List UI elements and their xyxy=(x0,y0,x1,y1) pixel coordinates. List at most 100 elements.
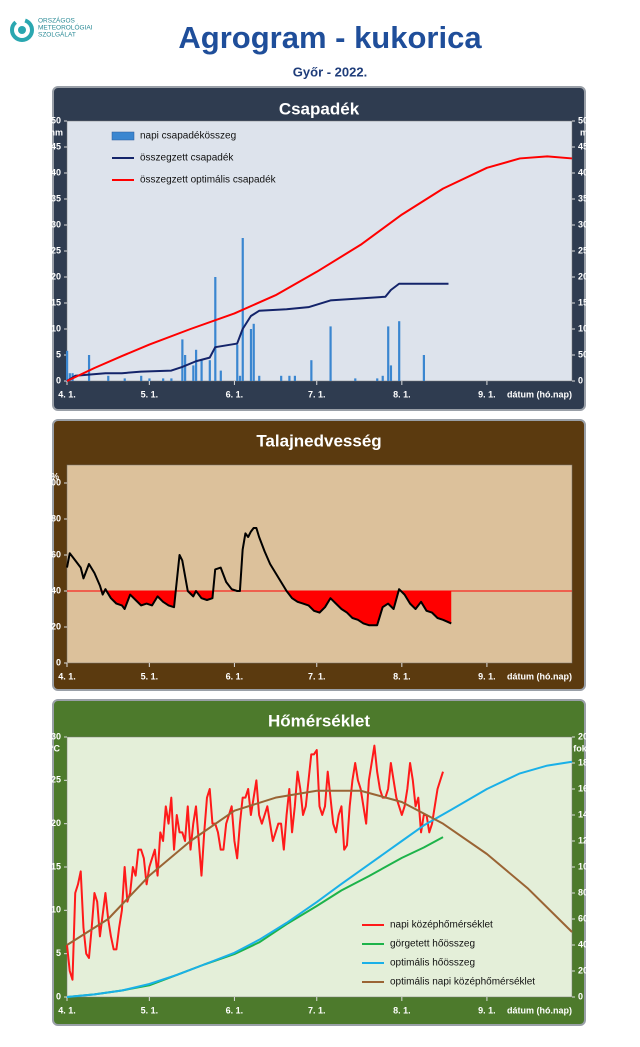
plot-area xyxy=(66,120,573,382)
x-tick-label: 9. 1. xyxy=(478,1005,496,1015)
y2-tick-label: 1400 xyxy=(578,809,598,819)
y2-tick-label: 300 xyxy=(578,219,593,229)
logo-text: METEOROLÓGIAI xyxy=(38,23,93,32)
x-tick-label: 5. 1. xyxy=(141,671,159,681)
y2-tick-label: 450 xyxy=(578,141,593,151)
y2-axis-label: foknap xyxy=(573,743,603,753)
y-tick-label: 25 xyxy=(51,245,61,255)
x-tick-label: 6. 1. xyxy=(226,1005,244,1015)
y-tick-label: 40 xyxy=(51,585,61,595)
deficit-area xyxy=(101,591,452,626)
bar xyxy=(293,375,296,381)
bar xyxy=(66,350,69,381)
plot-area xyxy=(66,464,573,664)
x-tick-label: 8. 1. xyxy=(393,671,411,681)
y-tick-label: 15 xyxy=(51,297,61,307)
x-axis-label: dátum (hó.nap) xyxy=(507,671,572,681)
bar xyxy=(140,375,143,381)
y-tick-label: 20 xyxy=(51,818,61,828)
y-tick-label: 40 xyxy=(51,167,61,177)
bar xyxy=(214,277,217,381)
chart-title: Csapadék xyxy=(279,99,360,118)
x-tick-label: 4. 1. xyxy=(58,1005,76,1015)
y-tick-label: 10 xyxy=(51,905,61,915)
bar xyxy=(288,375,291,381)
bar xyxy=(192,365,195,381)
bar xyxy=(181,339,184,381)
x-tick-label: 7. 1. xyxy=(308,1005,326,1015)
chart-panel: Hőmérséklet 0 5 10 15 20 25 30 0 200 400 600 800 1000… xyxy=(50,699,603,1026)
y-tick-label: 20 xyxy=(51,621,61,631)
y-axis-label: % xyxy=(51,471,59,481)
bar xyxy=(387,326,390,381)
y2-tick-label: 400 xyxy=(578,167,593,177)
y-tick-label: 50 xyxy=(51,115,61,125)
y-tick-label: 45 xyxy=(51,141,61,151)
y-tick-label: 25 xyxy=(51,775,61,785)
y-tick-label: 100 xyxy=(46,477,61,487)
bar xyxy=(354,378,357,381)
page-title: Agrogram - kukorica xyxy=(178,20,482,55)
chart-title: Hőmérséklet xyxy=(268,711,370,730)
logo-text: ORSZÁGOS xyxy=(38,16,76,25)
y-tick-label: 0 xyxy=(56,657,61,667)
y2-tick-label: 600 xyxy=(578,913,593,923)
y2-tick-label: 0 xyxy=(578,375,583,385)
y-tick-label: 20 xyxy=(51,271,61,281)
x-tick-label: 8. 1. xyxy=(393,1005,411,1015)
y2-tick-label: 1200 xyxy=(578,835,598,845)
x-axis-label: dátum (hó.nap) xyxy=(507,1005,572,1015)
bar xyxy=(68,373,71,381)
legend-swatch xyxy=(111,131,135,141)
y2-tick-label: 0 xyxy=(578,991,583,1001)
y2-tick-label: 100 xyxy=(578,323,593,333)
bar xyxy=(398,321,401,381)
x-tick-label: 5. 1. xyxy=(141,1005,159,1015)
bar xyxy=(107,375,110,381)
bar xyxy=(280,375,283,381)
x-tick-label: 4. 1. xyxy=(58,671,76,681)
bar xyxy=(249,329,253,381)
logo: ORSZÁGOS METEOROLÓGIAI SZOLGÁLAT xyxy=(10,16,93,42)
y2-tick-label: 800 xyxy=(578,887,593,897)
bar xyxy=(219,370,222,381)
y2-tick-label: 1000 xyxy=(578,861,598,871)
bar xyxy=(236,344,239,381)
y2-tick-label: 1800 xyxy=(578,757,598,767)
y2-tick-label: 2000 xyxy=(578,731,598,741)
legend-label: görgetett hőösszeg xyxy=(390,939,475,950)
x-tick-label: 6. 1. xyxy=(226,671,244,681)
legend-label: összegzett optimális csapadék xyxy=(140,175,277,186)
y-tick-label: 80 xyxy=(51,513,61,523)
line-series xyxy=(66,282,449,382)
logo-dot xyxy=(18,26,26,34)
x-tick-label: 9. 1. xyxy=(478,671,496,681)
y2-tick-label: 50 xyxy=(578,349,588,359)
legend-label: összegzett csapadék xyxy=(140,153,234,164)
bar xyxy=(258,375,261,381)
legend-label: optimális napi középhőmérséklet xyxy=(390,977,535,988)
bar xyxy=(194,349,198,381)
logo-text: SZOLGÁLAT xyxy=(38,30,76,39)
y-tick-label: 5 xyxy=(56,948,61,958)
y2-tick-label: 200 xyxy=(578,271,593,281)
y-tick-label: 35 xyxy=(51,193,61,203)
x-tick-label: 6. 1. xyxy=(226,389,244,399)
y2-tick-label: 250 xyxy=(578,245,593,255)
y-tick-label: 5 xyxy=(56,349,61,359)
y2-tick-label: 150 xyxy=(578,297,593,307)
bar xyxy=(381,375,384,381)
bar xyxy=(162,378,165,381)
bar xyxy=(123,378,126,381)
y-axis-label: mm xyxy=(47,127,63,137)
y-tick-label: 30 xyxy=(51,731,61,741)
y2-tick-label: 200 xyxy=(578,965,593,975)
y2-tick-label: 350 xyxy=(578,193,593,203)
legend-label: napi középhőmérséklet xyxy=(390,920,493,931)
y-tick-label: 15 xyxy=(51,861,61,871)
y2-tick-label: 400 xyxy=(578,939,593,949)
y2-tick-label: 1600 xyxy=(578,783,598,793)
bar xyxy=(389,365,393,381)
